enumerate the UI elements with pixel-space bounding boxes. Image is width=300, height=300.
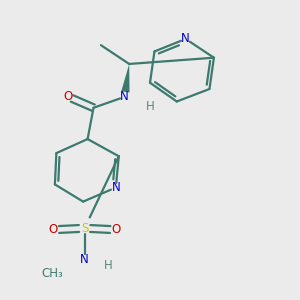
Polygon shape [121, 64, 130, 92]
Text: O: O [64, 90, 73, 103]
Text: CH₃: CH₃ [41, 267, 63, 280]
Text: H: H [104, 259, 113, 272]
Text: N: N [80, 253, 89, 266]
Text: O: O [111, 223, 120, 236]
Text: N: N [111, 181, 120, 194]
Text: H: H [146, 100, 154, 113]
Text: N: N [120, 90, 129, 103]
Text: N: N [181, 32, 190, 45]
Text: S: S [81, 222, 88, 235]
Text: O: O [49, 223, 58, 236]
